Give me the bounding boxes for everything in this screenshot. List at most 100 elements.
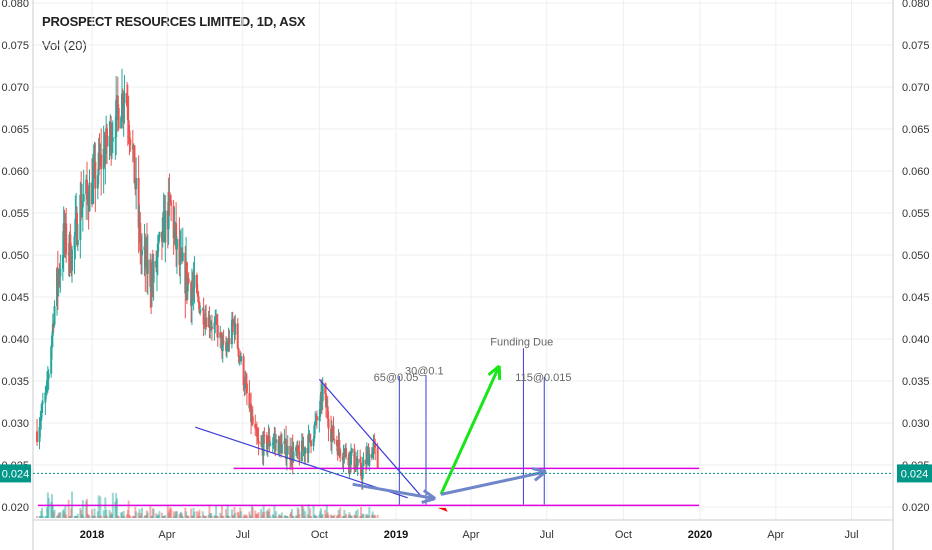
volume-bar	[243, 514, 246, 518]
candle-body	[81, 201, 84, 208]
volume-bar	[267, 511, 270, 518]
volume-bar	[210, 515, 213, 518]
y-tick-label-left: 0.080	[1, 0, 29, 10]
volume-bar	[360, 507, 363, 518]
volume-bar	[238, 515, 241, 518]
volume-bar	[69, 515, 72, 518]
candle-body	[88, 182, 91, 212]
price-tag-left-label: 0.024	[2, 468, 30, 480]
candle-body	[219, 332, 222, 338]
candle-body	[257, 440, 260, 444]
volume-bar	[163, 515, 166, 518]
candle-body	[371, 448, 374, 458]
trendline-upper	[318, 378, 423, 498]
volume-bar	[303, 515, 306, 518]
arrow-slate-projection	[440, 470, 547, 496]
volume-bar	[185, 511, 188, 518]
candle-body	[45, 386, 48, 393]
volume-bar	[174, 512, 177, 518]
candle-body	[374, 443, 377, 448]
volume-bar	[232, 515, 235, 518]
volume-bar	[127, 500, 130, 518]
volume-bar	[225, 508, 228, 518]
candle-body	[338, 440, 341, 450]
volume-bar	[170, 508, 173, 518]
volume-bar	[308, 515, 311, 518]
volume-bar	[318, 514, 321, 518]
volume-bar	[140, 513, 143, 518]
candle-body	[376, 447, 379, 468]
volume-bar	[295, 515, 298, 518]
volume-bar	[150, 515, 153, 518]
red-marker	[437, 507, 448, 512]
y-tick-label-right: 0.055	[902, 208, 930, 220]
candle-body	[297, 446, 300, 453]
candle-body	[121, 93, 124, 111]
volume-bar	[128, 514, 131, 518]
candle-body	[56, 268, 59, 307]
volume-bar	[302, 508, 305, 518]
candle-body	[275, 439, 278, 443]
volume-bar	[220, 515, 223, 518]
candle-body	[332, 425, 335, 440]
candle-body	[41, 402, 44, 404]
volume-bar	[249, 514, 252, 518]
volume-bar	[256, 514, 259, 518]
volume-bar	[61, 510, 64, 518]
candle-body	[362, 459, 365, 467]
x-tick-label: 2020	[688, 529, 712, 541]
volume-bar	[268, 508, 271, 518]
volume-bar	[47, 497, 50, 518]
candle-body	[53, 306, 56, 325]
candle-body	[345, 448, 348, 458]
volume-bar	[239, 507, 242, 518]
volume-bar	[331, 515, 334, 518]
annotation-label: 65@0.05	[374, 372, 419, 384]
volume-bar	[120, 511, 123, 518]
volume-bar	[146, 512, 149, 518]
price-tag-right	[897, 464, 932, 483]
candle-body	[280, 443, 283, 454]
volume-bar	[110, 514, 113, 518]
volume-bar	[85, 500, 88, 518]
volume-bar	[67, 499, 70, 518]
volume-bar	[44, 516, 47, 518]
volume-bar	[309, 508, 312, 518]
volume-bar	[310, 515, 313, 518]
volume-bar	[76, 515, 79, 518]
candle-body	[169, 196, 172, 201]
volume-bar	[122, 510, 125, 518]
candle-body	[248, 393, 251, 409]
candle-body	[205, 317, 208, 328]
candle-body	[44, 392, 47, 403]
volume-bar	[172, 511, 175, 518]
candle-body	[110, 141, 113, 152]
candle-body	[97, 152, 100, 176]
volume-bar	[257, 512, 260, 518]
volume-bar	[245, 515, 248, 518]
volume-bar	[361, 513, 364, 518]
candle-body	[279, 437, 282, 442]
chart-title: PROSPECT RESOURCES LIMITED, 1D, ASX	[42, 14, 306, 29]
volume-bar	[360, 515, 363, 518]
annotation-label: 30@0.1	[405, 365, 444, 377]
candle-body	[208, 316, 211, 328]
volume-bar	[68, 515, 71, 518]
y-tick-label-left: 0.020	[1, 502, 29, 514]
volume-bar	[372, 514, 375, 518]
volume-bar	[273, 506, 276, 518]
candle-body	[244, 381, 247, 389]
candle-body	[330, 432, 333, 442]
volume-bar	[203, 515, 206, 518]
volume-bar	[134, 506, 137, 518]
volume-bar	[365, 514, 368, 518]
volume-bar	[368, 506, 371, 518]
volume-bar	[353, 515, 356, 518]
volume-bar	[126, 510, 129, 518]
volume-bar	[343, 509, 346, 518]
volume-bar	[280, 512, 283, 518]
volume-bar	[86, 498, 89, 518]
candle-body	[251, 416, 254, 424]
x-tick-label: Apr	[158, 529, 175, 541]
